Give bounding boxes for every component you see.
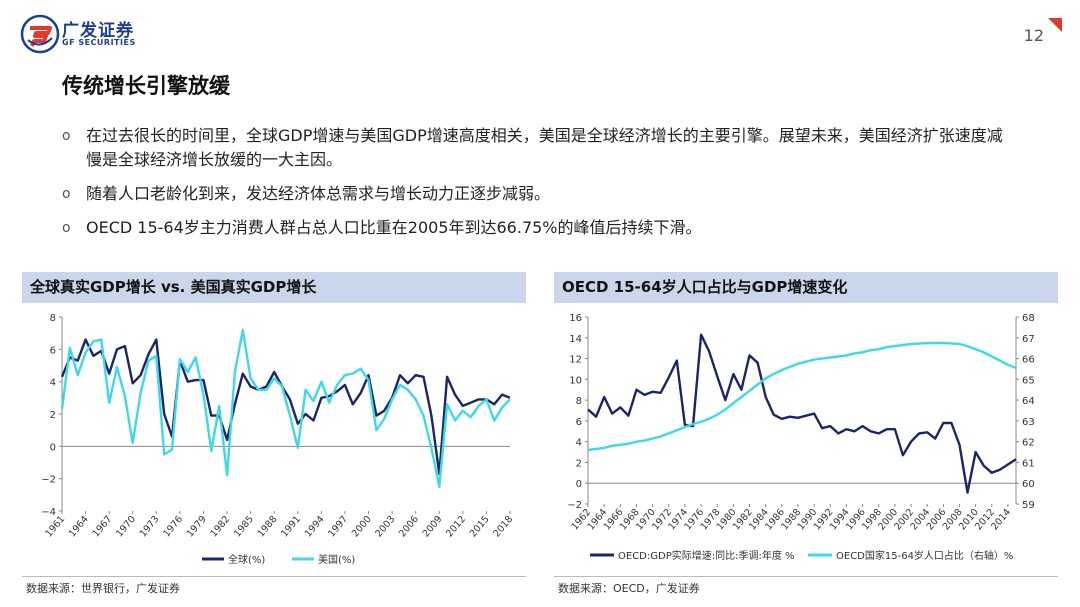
x-tick-label: 2015 bbox=[468, 514, 492, 540]
x-tick-label: 2012 bbox=[444, 514, 468, 540]
x-tick-label: 1994 bbox=[303, 514, 327, 540]
x-tick-label: 2018 bbox=[491, 514, 515, 540]
x-tick-label: 1997 bbox=[326, 514, 350, 540]
x-tick-label: 1973 bbox=[138, 514, 162, 540]
chart-global-vs-us: 全球真实GDP增长 vs. 美国真实GDP增长 −4 −2 0 2 4 6 8 1961 196… bbox=[22, 272, 526, 572]
x-tick-label: 1967 bbox=[90, 514, 114, 540]
x-tick-label: 2006 bbox=[397, 514, 421, 540]
chart-oecd-population-gdp: OECD 15-64岁人口占比与GDP增速变化 −2 0 2 4 6 8 10 12 14 16 5… bbox=[554, 272, 1058, 572]
bullet-marker: o bbox=[62, 220, 71, 236]
x-tick-label: 1988 bbox=[256, 514, 280, 540]
bullet-text: 在过去很长的时间里，全球GDP增速与美国GDP增速高度相关，美国是全球经济增长的… bbox=[86, 126, 1003, 169]
x-tick-label: 1982 bbox=[208, 514, 232, 540]
brand-logo: 广发证券 GF SECURITIES bbox=[20, 14, 150, 54]
bullet-marker: o bbox=[62, 186, 71, 202]
y-tick-label: −4 bbox=[41, 507, 56, 518]
y-tick-label: −2 bbox=[567, 500, 582, 511]
y-tick-label: −2 bbox=[41, 475, 56, 486]
y2-tick-label: 65 bbox=[1022, 375, 1035, 386]
legend-label: OECD国家15-64岁人口占比（右轴）% bbox=[836, 549, 1013, 562]
y2-tick-label: 68 bbox=[1022, 313, 1035, 324]
x-tick-label: 2000 bbox=[350, 514, 374, 540]
y2-tick-label: 62 bbox=[1022, 438, 1035, 449]
x-tick-label: 2003 bbox=[373, 514, 397, 540]
y-tick-label: 2 bbox=[576, 458, 582, 469]
bullet-item: o OECD 15-64岁主力消费人群占总人口比重在2005年到达66.75%的峰… bbox=[62, 216, 1012, 240]
y-tick-label: 8 bbox=[50, 313, 56, 324]
gf-logo-icon bbox=[20, 14, 60, 54]
y-tick-label: 14 bbox=[569, 334, 582, 345]
brand-name-en: GF SECURITIES bbox=[62, 38, 136, 47]
chart-title: OECD 15-64岁人口占比与GDP增速变化 bbox=[554, 272, 1058, 303]
page-number: 12 bbox=[1023, 26, 1044, 45]
series-line bbox=[587, 333, 1017, 494]
legend-label: 全球(%) bbox=[228, 553, 265, 566]
bullet-marker: o bbox=[62, 128, 71, 144]
y2-tick-label: 67 bbox=[1022, 334, 1035, 345]
y-tick-label: 6 bbox=[50, 345, 56, 356]
bullet-list: o 在过去很长的时间里，全球GDP增速与美国GDP增速高度相关，美国是全球经济增长… bbox=[62, 124, 1012, 250]
y2-tick-label: 64 bbox=[1022, 396, 1035, 407]
y-tick-label: 0 bbox=[576, 479, 582, 490]
y-tick-label: 0 bbox=[50, 442, 56, 453]
y2-tick-label: 66 bbox=[1022, 355, 1035, 366]
bullet-item: o 随着人口老龄化到来，发达经济体总需求与增长动力正逐步减弱。 bbox=[62, 182, 1012, 206]
bullet-item: o 在过去很长的时间里，全球GDP增速与美国GDP增速高度相关，美国是全球经济增长… bbox=[62, 124, 1012, 172]
chart-title: 全球真实GDP增长 vs. 美国真实GDP增长 bbox=[22, 272, 526, 303]
legend-label: OECD:GDP实际增速:同比:季调:年度 % bbox=[618, 549, 795, 562]
y-tick-label: 4 bbox=[576, 438, 582, 449]
series-line bbox=[587, 341, 1017, 452]
corner-accent bbox=[1048, 18, 1062, 32]
series-line bbox=[60, 328, 511, 489]
divider bbox=[554, 576, 1058, 577]
legend-label: 美国(%) bbox=[318, 553, 355, 566]
y2-tick-label: 59 bbox=[1022, 500, 1035, 511]
y-tick-label: 6 bbox=[576, 417, 582, 428]
y-tick-label: 4 bbox=[50, 378, 56, 389]
y-tick-label: 2 bbox=[50, 410, 56, 421]
bullet-text: 随着人口老龄化到来，发达经济体总需求与增长动力正逐步减弱。 bbox=[86, 184, 551, 203]
y-tick-label: 8 bbox=[576, 396, 582, 407]
y-tick-label: 16 bbox=[569, 313, 582, 324]
chart-source: 数据来源：世界银行，广发证券 bbox=[26, 582, 180, 595]
x-tick-label: 1985 bbox=[232, 514, 256, 540]
divider bbox=[22, 576, 526, 577]
x-tick-label: 1991 bbox=[279, 514, 303, 540]
series-line bbox=[60, 338, 511, 476]
x-tick-label: 1970 bbox=[114, 514, 138, 540]
slide-title: 传统增长引擎放缓 bbox=[62, 74, 230, 98]
chart-source: 数据来源：OECD，广发证券 bbox=[558, 582, 700, 595]
y2-tick-label: 61 bbox=[1022, 458, 1035, 469]
x-tick-label: 1976 bbox=[161, 514, 185, 540]
bullet-text: OECD 15-64岁主力消费人群占总人口比重在2005年到达66.75%的峰值… bbox=[86, 218, 702, 237]
chart-oecd-plot: −202468101214165960616263646566676819621… bbox=[567, 313, 1035, 562]
y2-tick-label: 63 bbox=[1022, 417, 1035, 428]
brand-name: 广发证券 bbox=[62, 21, 134, 41]
y-tick-label: 10 bbox=[569, 375, 582, 386]
y2-tick-label: 60 bbox=[1022, 479, 1035, 490]
x-tick-label: 2009 bbox=[421, 514, 445, 540]
y-tick-label: 12 bbox=[569, 355, 582, 366]
x-tick-label: 1979 bbox=[185, 514, 209, 540]
x-tick-label: 1964 bbox=[67, 514, 91, 540]
